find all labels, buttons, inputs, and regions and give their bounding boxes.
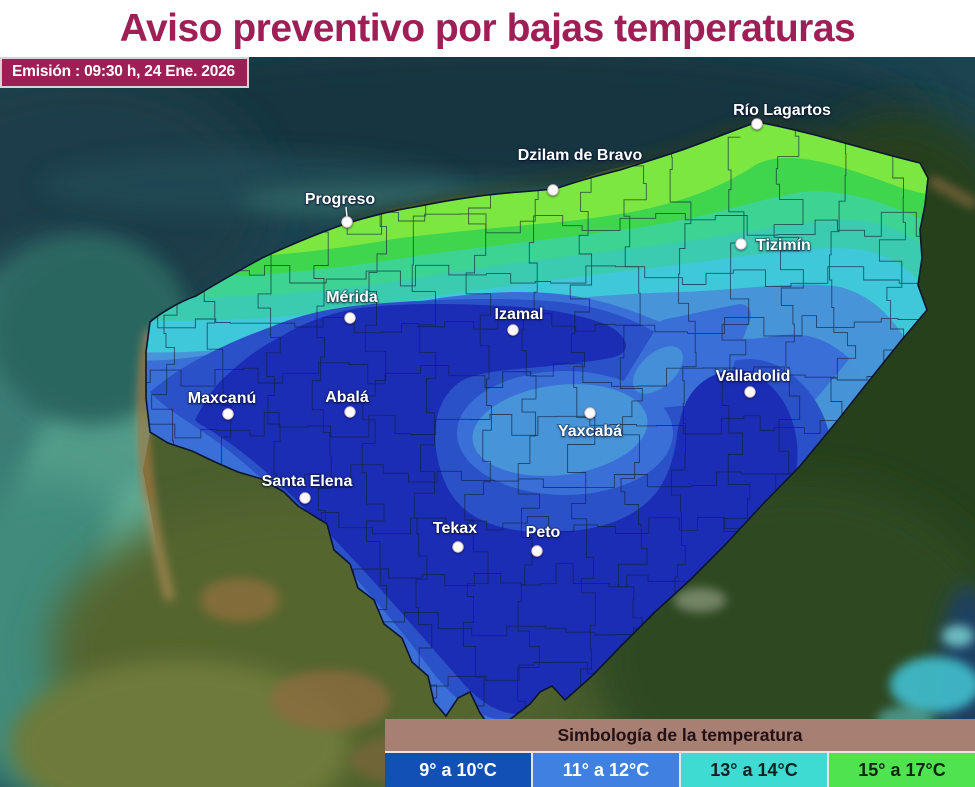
city-tekax: Tekax xyxy=(432,519,478,553)
city-label-merida: Mérida xyxy=(326,289,378,306)
emission-text: Emisión : 09:30 h, 24 Ene. 2026 xyxy=(12,63,235,80)
city-label-maxcanu: Maxcanú xyxy=(188,390,256,407)
city-label-tizimin: Tizimín xyxy=(756,237,811,254)
city-label-abala: Abalá xyxy=(325,389,369,406)
city-rio-lagartos: Río Lagartos xyxy=(732,101,832,130)
city-abala: Abalá xyxy=(324,388,370,418)
page-title: Aviso preventivo por bajas temperaturas xyxy=(119,6,856,50)
city-markers: Río Lagartos Dzilam de Bravo Progreso Tizim… xyxy=(187,101,832,557)
city-marker-maxcanu xyxy=(222,408,234,420)
temperature-legend: Simbología de la temperatura 9° a 10°C 11… xyxy=(385,719,975,787)
city-marker-abala xyxy=(344,406,356,418)
legend-header: Simbología de la temperatura xyxy=(385,719,975,753)
city-marker-merida xyxy=(344,312,356,324)
emission-badge: Emisión : 09:30 h, 24 Ene. 2026 xyxy=(0,57,249,88)
title-band: Aviso preventivo por bajas temperaturas xyxy=(0,0,975,57)
city-marker-progreso xyxy=(341,216,353,228)
city-marker-dzilam-de-bravo xyxy=(547,184,559,196)
city-label-santa-elena: Santa Elena xyxy=(262,473,353,490)
city-valladolid: Valladolid xyxy=(715,367,791,398)
city-peto: Peto xyxy=(525,523,562,557)
city-marker-valladolid xyxy=(744,386,756,398)
city-marker-santa-elena xyxy=(299,492,311,504)
legend-range-3: 15° a 17°C xyxy=(829,753,975,787)
city-label-tekax: Tekax xyxy=(433,520,477,537)
city-yaxcaba: Yaxcabá xyxy=(557,407,623,441)
city-label-izamal: Izamal xyxy=(495,306,544,323)
city-tizimin: Tizimín xyxy=(735,236,812,255)
city-marker-tekax xyxy=(452,541,464,553)
legend-range-1: 11° a 12°C xyxy=(533,753,681,787)
city-label-yaxcaba: Yaxcabá xyxy=(558,423,622,440)
city-marker-rio-lagartos xyxy=(751,118,763,130)
city-label-peto: Peto xyxy=(526,524,561,541)
city-marker-tizimin xyxy=(735,238,747,250)
city-progreso: Progreso xyxy=(304,190,376,228)
city-dzilam-de-bravo: Dzilam de Bravo xyxy=(517,146,643,196)
city-marker-yaxcaba xyxy=(584,407,596,419)
legend-range-2: 13° a 14°C xyxy=(681,753,829,787)
city-maxcanu: Maxcanú xyxy=(187,389,257,420)
city-label-dzilam-de-bravo: Dzilam de Bravo xyxy=(518,147,643,164)
city-marker-peto xyxy=(531,545,543,557)
city-santa-elena: Santa Elena xyxy=(261,472,353,504)
city-marker-izamal xyxy=(507,324,519,336)
legend-range-0: 9° a 10°C xyxy=(385,753,533,787)
legend-row: 9° a 10°C 11° a 12°C 13° a 14°C 15° a 17°C xyxy=(385,753,975,787)
city-label-rio-lagartos: Río Lagartos xyxy=(733,102,831,119)
city-merida: Mérida xyxy=(325,288,379,324)
city-label-valladolid: Valladolid xyxy=(716,368,791,385)
city-izamal: Izamal xyxy=(494,305,544,336)
city-label-progreso: Progreso xyxy=(305,191,375,208)
